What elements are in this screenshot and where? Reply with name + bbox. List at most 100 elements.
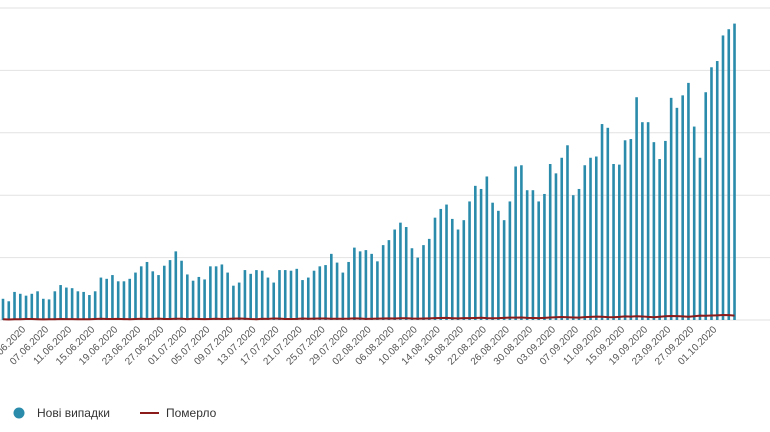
bar [462, 220, 466, 320]
bar [278, 270, 281, 320]
bar [249, 273, 252, 320]
bar [589, 157, 592, 320]
line [2, 314, 735, 321]
bar [531, 190, 535, 320]
bar [727, 29, 731, 320]
bar [548, 164, 552, 320]
bar [93, 291, 97, 320]
bar [404, 227, 408, 320]
bar [214, 266, 218, 320]
bar [629, 139, 633, 320]
bar [468, 201, 471, 320]
bar [180, 260, 183, 320]
bar [99, 277, 103, 320]
bar [42, 298, 45, 320]
bar [474, 185, 477, 320]
bar [324, 265, 327, 320]
bar [266, 277, 270, 320]
legend-marker [13, 407, 25, 419]
bar [255, 270, 258, 320]
bar [220, 264, 224, 320]
bar [76, 291, 80, 320]
bar [162, 265, 166, 320]
bar [168, 260, 172, 320]
bar [301, 280, 304, 320]
bar [370, 253, 373, 320]
bar [243, 270, 247, 320]
bar [36, 291, 39, 320]
bar [30, 293, 34, 320]
bar [203, 279, 206, 320]
bar [306, 277, 310, 320]
bar [733, 23, 736, 320]
bar [422, 245, 425, 320]
bar [560, 157, 564, 320]
bar [427, 238, 431, 320]
bar [174, 251, 178, 320]
bar [715, 61, 719, 320]
bar [82, 291, 85, 320]
bar [387, 240, 391, 320]
bar [59, 285, 62, 320]
bar [612, 164, 615, 320]
bar [508, 201, 512, 320]
bar [583, 165, 587, 320]
bar [358, 251, 362, 320]
bar [554, 173, 558, 320]
bar [606, 127, 610, 320]
bar [88, 295, 91, 320]
bar [623, 140, 627, 320]
bar [439, 208, 443, 320]
bar [710, 67, 713, 320]
bar [502, 220, 506, 320]
bar [525, 190, 529, 320]
bar [330, 253, 333, 320]
bar [450, 218, 454, 320]
bar [658, 159, 661, 320]
bar [543, 193, 546, 320]
bar [704, 92, 708, 321]
bar [594, 156, 598, 320]
bar [70, 288, 74, 320]
bar [381, 245, 385, 320]
bar [566, 145, 569, 320]
bar [312, 270, 316, 320]
bar [105, 278, 108, 320]
bar [635, 97, 638, 321]
bar [618, 164, 621, 320]
bar [232, 285, 235, 320]
bar [416, 257, 420, 320]
bar [191, 280, 195, 320]
bar [318, 266, 322, 320]
bar [151, 271, 155, 320]
bar [139, 266, 143, 320]
bar [197, 276, 201, 320]
bar [134, 272, 137, 320]
bar [675, 107, 679, 320]
bar [295, 268, 299, 320]
bar [237, 282, 241, 320]
bar [600, 124, 604, 321]
bar [122, 281, 126, 320]
bar [514, 166, 517, 320]
bar [433, 217, 437, 320]
bar [186, 274, 189, 320]
bar [399, 222, 402, 320]
bar [53, 291, 57, 320]
bar [335, 262, 339, 320]
bar [209, 266, 212, 320]
bar [47, 299, 51, 320]
bar [347, 261, 350, 320]
bar [128, 278, 132, 320]
bar [456, 229, 460, 320]
bar [571, 195, 575, 320]
bar [537, 201, 540, 320]
bar [664, 140, 667, 320]
legend-label: Нові випадки [37, 406, 110, 420]
bar [497, 210, 500, 320]
bar [283, 270, 287, 320]
bar [577, 188, 581, 320]
bar [157, 275, 160, 320]
bar [687, 82, 690, 320]
